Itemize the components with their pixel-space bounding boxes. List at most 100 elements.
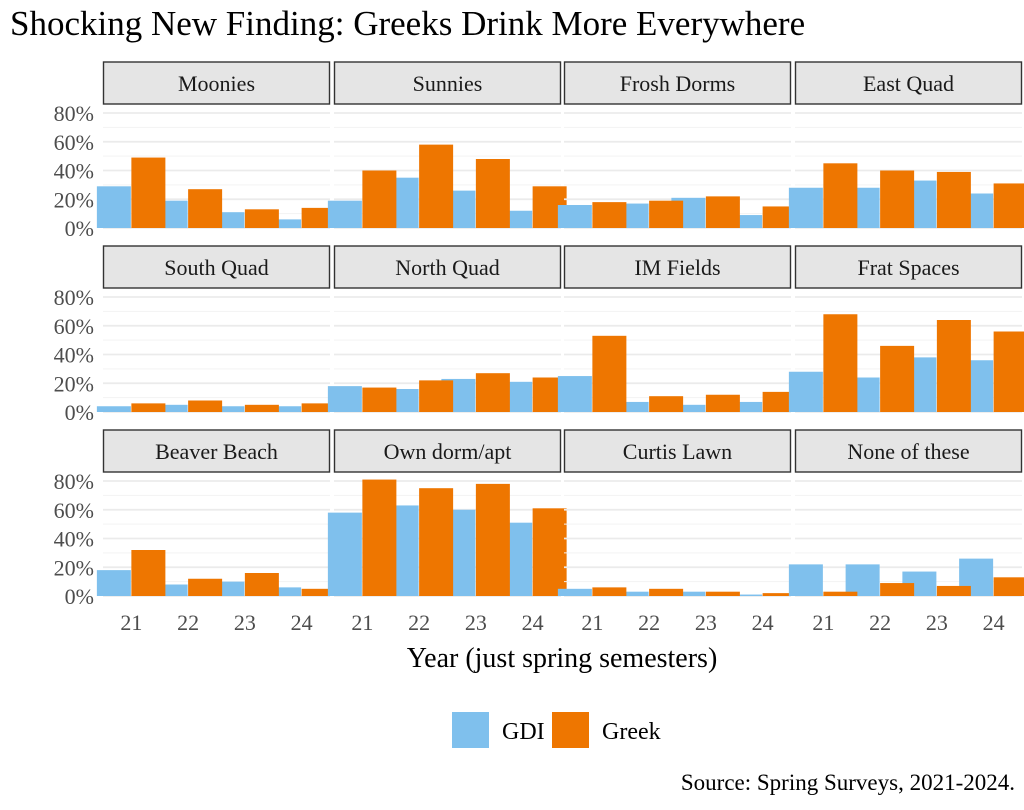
x-tick-label: 21 [120,610,142,635]
y-tick-label: 40% [54,159,94,184]
bar-gdi-21 [327,200,362,228]
facet-strip [102,245,331,289]
facet-panel: Frat Spaces [788,245,1024,413]
facet-panel: Beaver Beach 0% 20% 40% 60% 80% 21 22 23 24 [54,429,336,635]
facet-panel: North Quad [327,245,567,413]
x-tick-label: 22 [408,610,430,635]
bar-gdi-24 [267,587,302,596]
y-tick-label: 40% [54,343,94,368]
bar-greek-21 [592,587,627,596]
bar-greek-23 [475,373,510,412]
bar-gdi-24 [728,594,763,596]
bar-gdi-21 [557,376,592,412]
facet-panel: South Quad 0% 20% 40% 60% 80% [54,245,336,425]
bar-greek-23 [244,404,279,412]
legend-label-greek: Greek [602,719,661,745]
facet-strip [102,429,331,473]
facet-strip-label: Frosh Dorms [620,71,736,96]
bar-gdi-21 [788,371,823,412]
bar-gdi-24 [267,219,302,228]
y-tick-label: 40% [54,527,94,552]
facet-strip [333,245,562,289]
x-tick-label: 24 [983,610,1005,635]
x-tick-label: 24 [291,610,313,635]
bar-greek-22 [880,345,915,412]
bar-gdi-22 [153,584,188,596]
bar-greek-22 [188,400,223,412]
x-tick-label: 23 [465,610,487,635]
bar-greek-21 [131,403,166,412]
y-tick-label: 0% [65,216,94,241]
bar-greek-21 [362,170,397,228]
bar-gdi-24 [728,401,763,412]
bar-gdi-22 [153,404,188,412]
facet-panel: Moonies 0% 20% 40% 60% 80% [54,61,336,241]
bar-gdi-22 [614,591,649,596]
y-tick-label: 80% [54,469,94,494]
bar-gdi-24 [267,406,302,412]
facet-strip-label: Sunnies [413,71,483,96]
bar-greek-21 [823,163,858,228]
bar-greek-23 [475,483,510,596]
bar-greek-22 [649,200,684,228]
facet-strip [563,429,792,473]
facet-panel: Own dorm/apt 21 22 23 24 [327,429,567,635]
bar-gdi-21 [327,512,362,596]
bar-greek-21 [362,387,397,412]
bar-greek-23 [244,209,279,228]
facet-panel: None of these 21 22 23 24 [788,429,1024,635]
bar-greek-22 [880,583,915,596]
bar-gdi-21 [96,186,131,228]
legend-swatch-gdi [452,712,489,748]
bar-greek-24 [301,207,336,228]
bar-gdi-21 [96,570,131,596]
x-tick-label: 24 [752,610,774,635]
facet-panel: IM Fields [557,245,797,413]
y-tick-label: 60% [54,314,94,339]
x-tick-label: 22 [638,610,660,635]
legend-label-gdi: GDI [502,719,545,745]
facet-strip [333,429,562,473]
bar-greek-21 [592,202,627,228]
bar-greek-22 [649,396,684,412]
facet-strip-label: Moonies [178,71,255,96]
bar-greek-21 [823,591,858,596]
bar-gdi-22 [845,564,880,596]
bar-greek-21 [823,314,858,412]
bar-greek-24 [301,403,336,412]
bar-greek-24 [532,508,567,596]
legend: GDI Greek [452,712,661,748]
bar-greek-21 [131,550,166,596]
bar-gdi-22 [614,401,649,412]
bar-greek-22 [188,189,223,228]
facet-strip-label: Beaver Beach [155,439,278,464]
bar-gdi-23 [671,404,706,412]
y-tick-label: 20% [54,187,94,212]
bar-greek-24 [762,593,797,596]
bar-greek-22 [188,578,223,596]
bar-greek-23 [705,591,740,596]
bar-greek-21 [131,157,166,228]
facet-strip-label: East Quad [863,71,954,96]
facet-strip [563,245,792,289]
x-tick-label: 23 [695,610,717,635]
bar-greek-23 [936,585,971,596]
facet-strip [794,61,1023,105]
facet-strip [794,245,1023,289]
bar-greek-21 [592,335,627,412]
x-tick-label: 22 [869,610,891,635]
y-tick-label: 80% [54,101,94,126]
y-tick-label: 0% [65,584,94,609]
bar-greek-24 [993,577,1024,596]
facet-strip-label: None of these [847,439,969,464]
facet-panel: East Quad [788,61,1024,229]
chart-title: Shocking New Finding: Greeks Drink More … [10,4,806,43]
facet-panels: Moonies 0% 20% 40% 60% 80% Sunnies Frosh Dorms E… [54,61,1024,635]
bar-gdi-21 [788,187,823,228]
bar-gdi-21 [96,406,131,412]
y-tick-label: 20% [54,555,94,580]
y-tick-label: 60% [54,498,94,523]
x-tick-label: 23 [234,610,256,635]
facet-strip-label: North Quad [395,255,499,280]
